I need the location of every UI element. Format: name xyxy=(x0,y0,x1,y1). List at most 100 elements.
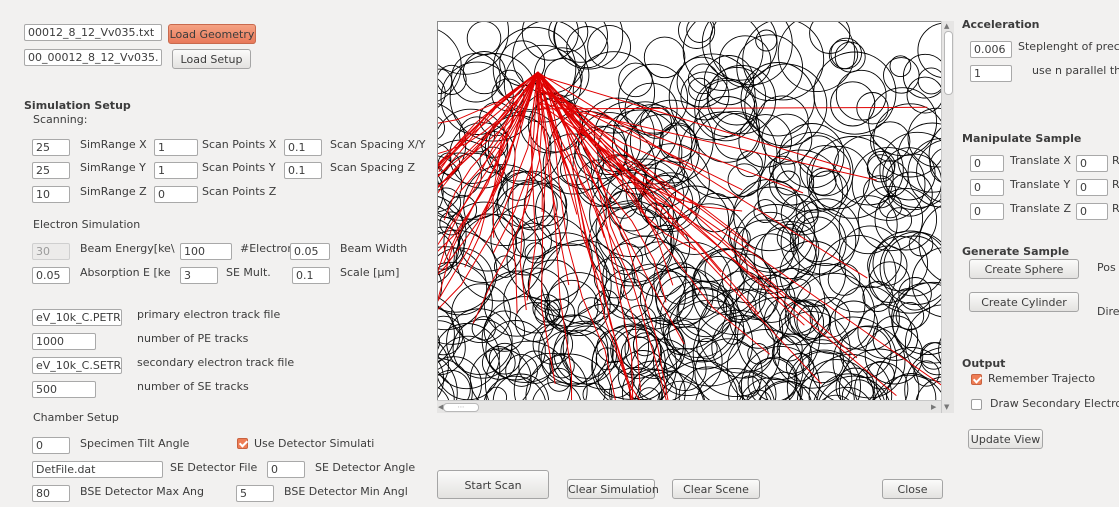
se-trajectory-loop xyxy=(494,256,516,278)
se-mult-input[interactable]: 3 xyxy=(180,267,218,284)
se-trajectory-loop xyxy=(835,286,899,350)
absorption-energy-input[interactable]: 0.05 xyxy=(32,267,70,284)
vertical-scroll-thumb[interactable] xyxy=(944,31,953,95)
direction-label: Dire xyxy=(1097,305,1119,319)
translate-y-label: Translate Y xyxy=(1010,178,1070,192)
remember-trajectories-label: Remember Trajecto xyxy=(988,372,1095,386)
load-geometry-button[interactable]: Load Geometry xyxy=(168,24,256,44)
pe-track-file-label: primary electron track file xyxy=(137,308,280,322)
scan-points-z-input[interactable]: 0 xyxy=(154,186,198,203)
scan-points-x-input[interactable]: 1 xyxy=(154,139,198,156)
bse-max-angle-input[interactable]: 80 xyxy=(32,485,70,502)
se-trajectory-loop xyxy=(794,273,875,354)
horizontal-scrollbar[interactable]: ◀ ⋯ ▶ xyxy=(437,400,941,413)
remember-trajectories-checkbox[interactable] xyxy=(971,374,982,385)
rotate-y-input[interactable]: 0 xyxy=(1076,179,1108,196)
se-trajectory-loop xyxy=(809,171,848,210)
se-trajectory-loop xyxy=(920,343,941,370)
scroll-down-icon[interactable]: ▼ xyxy=(944,403,949,411)
translate-z-input[interactable]: 0 xyxy=(970,203,1004,220)
rotate-x-label: R xyxy=(1112,154,1119,168)
sim-range-y-input[interactable]: 25 xyxy=(32,162,70,179)
sim-range-y-label: SimRange Y xyxy=(80,161,146,175)
sim-range-z-input[interactable]: 10 xyxy=(32,186,70,203)
beam-width-label: Beam Width xyxy=(340,242,407,256)
scan-spacing-z-label: Scan Spacing Z xyxy=(330,161,415,175)
pe-track-count-label: number of PE tracks xyxy=(137,332,248,346)
trajectory-view[interactable] xyxy=(437,21,942,401)
clear-simulation-button[interactable]: Clear Simulation xyxy=(567,479,655,499)
position-label: Pos xyxy=(1097,261,1116,275)
rotate-x-input[interactable]: 0 xyxy=(1076,155,1108,172)
draw-secondary-checkbox[interactable] xyxy=(971,399,982,410)
clear-scene-button[interactable]: Clear Scene xyxy=(672,479,760,499)
rotate-z-input[interactable]: 0 xyxy=(1076,203,1108,220)
se-trajectory-loop xyxy=(610,368,662,401)
specimen-tilt-input[interactable]: 0 xyxy=(32,437,70,454)
translate-x-label: Translate X xyxy=(1010,154,1071,168)
step-length-label: Steplenght of prec xyxy=(1018,40,1119,54)
pe-track-count-input[interactable]: 1000 xyxy=(32,333,96,350)
se-mult-label: SE Mult. xyxy=(226,266,271,280)
create-sphere-button[interactable]: Create Sphere xyxy=(969,259,1079,279)
se-trajectory-loop xyxy=(689,78,711,100)
sim-range-x-label: SimRange X xyxy=(80,138,147,152)
bse-min-angle-input[interactable]: 5 xyxy=(236,485,274,502)
scan-points-x-label: Scan Points X xyxy=(202,138,276,152)
scan-points-y-input[interactable]: 1 xyxy=(154,162,198,179)
simulation-setup-heading: Simulation Setup xyxy=(24,99,131,112)
se-trajectory-loop xyxy=(918,68,941,94)
se-trajectory-loop xyxy=(660,123,696,159)
create-cylinder-button[interactable]: Create Cylinder xyxy=(969,292,1079,312)
electrons-count-input[interactable]: 100 xyxy=(180,243,232,260)
se-detector-file-label: SE Detector File xyxy=(170,461,257,475)
se-track-file-label: secondary electron track file xyxy=(137,356,294,370)
use-detector-label: Use Detector Simulati xyxy=(254,437,374,451)
step-length-input[interactable]: 0.006 xyxy=(970,41,1012,58)
setup-file-input[interactable]: 00_00012_8_12_Vv035. xyxy=(24,49,162,66)
beam-energy-label: Beam Energy[ke\ xyxy=(80,242,175,256)
se-trajectory-loop xyxy=(555,22,623,69)
translate-x-input[interactable]: 0 xyxy=(970,155,1004,172)
se-detector-file-input[interactable]: DetFile.dat xyxy=(32,461,163,478)
se-trajectory-loop xyxy=(917,140,941,203)
beam-width-input[interactable]: 0.05 xyxy=(290,243,330,260)
load-setup-button[interactable]: Load Setup xyxy=(172,49,251,69)
se-track-count-input[interactable]: 500 xyxy=(32,381,96,398)
rotate-y-label: R xyxy=(1112,178,1119,192)
se-track-file-input[interactable]: eV_10k_C.SETR xyxy=(32,357,122,374)
scan-spacing-xy-input[interactable]: 0.1 xyxy=(284,139,322,156)
se-trajectory-loop xyxy=(776,171,800,195)
horizontal-scroll-thumb[interactable]: ⋯ xyxy=(443,403,479,412)
threads-input[interactable]: 1 xyxy=(970,65,1012,82)
scan-spacing-z-input[interactable]: 0.1 xyxy=(284,162,322,179)
bse-max-angle-label: BSE Detector Max Ang xyxy=(80,485,204,499)
se-trajectory-loop xyxy=(467,22,501,55)
scan-spacing-xy-label: Scan Spacing X/Y xyxy=(330,138,425,152)
geometry-file-input[interactable]: 00012_8_12_Vv035.txt xyxy=(24,24,162,41)
scroll-right-icon[interactable]: ▶ xyxy=(931,403,936,411)
se-trajectory-loop xyxy=(831,82,875,126)
manipulate-sample-heading: Manipulate Sample xyxy=(962,132,1081,145)
translate-z-label: Translate Z xyxy=(1010,202,1071,216)
se-track-count-label: number of SE tracks xyxy=(137,380,249,394)
se-trajectory-loop xyxy=(728,164,761,197)
scale-input[interactable]: 0.1 xyxy=(292,267,330,284)
pe-track-file-input[interactable]: eV_10k_C.PETR xyxy=(32,309,122,326)
sim-range-x-input[interactable]: 25 xyxy=(32,139,70,156)
se-trajectory-loop xyxy=(687,22,713,43)
scale-label: Scale [µm] xyxy=(340,266,399,280)
beam-energy-input[interactable]: 30 xyxy=(32,243,70,260)
translate-y-input[interactable]: 0 xyxy=(970,179,1004,196)
se-trajectory-loop xyxy=(526,354,612,400)
scroll-up-icon[interactable]: ▲ xyxy=(944,22,949,30)
update-view-button[interactable]: Update View xyxy=(968,429,1043,449)
se-trajectory-loop xyxy=(529,244,612,327)
se-trajectory-loop xyxy=(660,125,697,162)
se-detector-angle-input[interactable]: 0 xyxy=(267,461,305,478)
start-scan-button[interactable]: Start Scan xyxy=(437,470,549,499)
vertical-scrollbar[interactable]: ▲ ▼ xyxy=(941,21,954,413)
use-detector-checkbox[interactable] xyxy=(237,438,248,449)
se-trajectory-loop xyxy=(604,270,653,319)
close-button[interactable]: Close xyxy=(882,479,943,499)
